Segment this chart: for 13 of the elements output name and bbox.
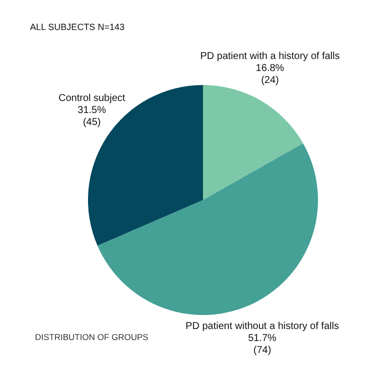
data-label: 51.7% xyxy=(248,333,277,344)
text: (45) xyxy=(82,116,101,128)
chart-title: ALL SUBJECTS N=143 xyxy=(30,22,124,32)
slice-label: Control subject xyxy=(58,92,126,104)
text: (24) xyxy=(261,75,279,86)
text: (74) xyxy=(253,345,272,356)
slice-label: PD patient with a history of falls xyxy=(200,51,340,62)
text: DISTRIBUTION OF GROUPS xyxy=(35,332,149,342)
pie-slice xyxy=(97,143,318,315)
slice-label: PD patient without a history of falls xyxy=(186,321,339,332)
data-label: 31.5% xyxy=(78,104,106,116)
data-label: 16.8% xyxy=(256,63,284,74)
pie-slice xyxy=(203,85,304,200)
